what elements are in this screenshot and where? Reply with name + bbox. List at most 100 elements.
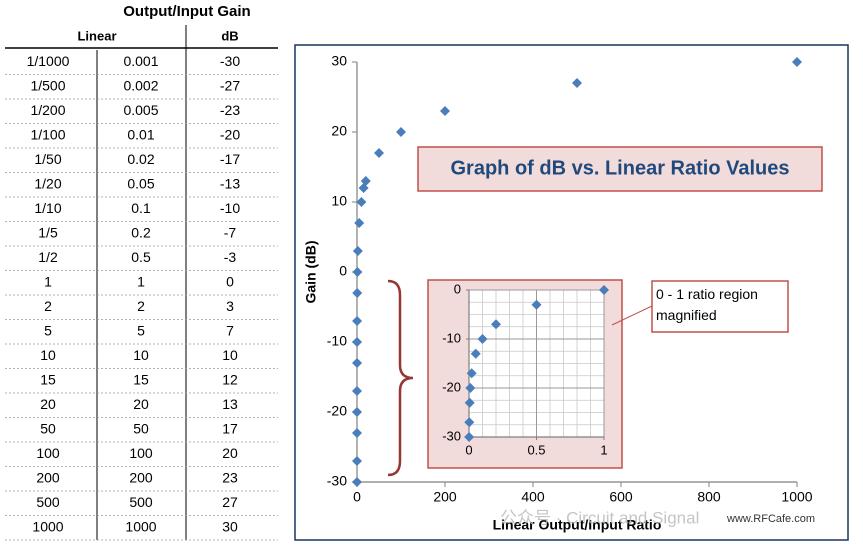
table-cell: 0.005 <box>123 102 158 118</box>
y-tick-label: -30 <box>442 428 461 443</box>
table-cell: 50 <box>133 420 149 436</box>
x-tick-label: 400 <box>521 489 545 505</box>
table-cell: -30 <box>220 53 240 69</box>
y-tick-label: -10 <box>327 333 347 349</box>
watermark: www.RFCafe.com <box>726 513 815 525</box>
point <box>352 428 363 438</box>
table-cell: 1/5 <box>38 224 58 240</box>
table-cell: 1/200 <box>30 102 65 118</box>
connector <box>611 305 653 326</box>
point <box>374 148 384 158</box>
annotation-wrap: 0 - 1 ratio region magnified <box>656 286 758 323</box>
point <box>464 432 475 442</box>
point <box>352 386 363 396</box>
point <box>572 78 582 88</box>
table-cell: 1/100 <box>30 126 65 142</box>
table-cell: 0.02 <box>127 151 154 167</box>
y-tick-label: 0 <box>454 281 461 296</box>
x-tick-label: 200 <box>433 489 457 505</box>
point <box>352 288 363 298</box>
table-cell: -7 <box>224 224 237 240</box>
table-cell: 1/20 <box>34 175 61 191</box>
x-axis-label: Linear Output/Input Ratio <box>493 517 662 533</box>
table-cell: 17 <box>222 420 238 436</box>
y-tick-label: 30 <box>331 53 347 69</box>
point <box>354 218 365 228</box>
table-cell: 13 <box>222 396 238 412</box>
point <box>477 334 488 344</box>
table-cell: -10 <box>220 200 240 216</box>
watermark: 公众号 · Circuit and Signal <box>500 508 699 527</box>
point <box>470 348 481 359</box>
table-cell: 2 <box>44 298 52 314</box>
point <box>352 246 363 256</box>
table-cell: 0.2 <box>131 224 151 240</box>
table-cell: 5 <box>137 322 145 338</box>
table-cell: 500 <box>36 494 60 510</box>
table-cell: 100 <box>129 445 153 461</box>
table-cell: 20 <box>222 445 238 461</box>
annotation: 0 - 1 ratio region magnified <box>656 286 758 323</box>
table-cell: -3 <box>224 249 237 265</box>
y-tick-label: 10 <box>331 193 347 209</box>
table-title: Output/Input Gain <box>123 3 250 20</box>
table-cell: 1 <box>137 273 145 289</box>
table-cell: 10 <box>222 347 238 363</box>
point <box>531 299 542 310</box>
table-cell: 10 <box>40 347 56 363</box>
table-cell: 1000 <box>32 518 63 534</box>
table-cell: 27 <box>222 494 238 510</box>
point <box>599 285 609 295</box>
table-cell: 0 <box>226 273 234 289</box>
table-cell: 1/50 <box>34 151 61 167</box>
y-tick-label: 20 <box>331 123 347 139</box>
table-cell: -17 <box>220 151 240 167</box>
point <box>352 407 363 417</box>
point <box>356 197 367 207</box>
table-cell: 0.002 <box>123 77 158 93</box>
x-tick-label: 1000 <box>781 489 812 505</box>
table-cell: 200 <box>129 469 153 485</box>
table-cell: 5 <box>44 322 52 338</box>
point <box>491 319 501 330</box>
table-cell: 10 <box>133 347 149 363</box>
point <box>792 57 802 67</box>
x-tick-label: 0 <box>465 442 472 457</box>
table-cell: 2 <box>137 298 145 314</box>
x-tick-label: 800 <box>697 489 721 505</box>
table-cell: -27 <box>220 77 240 93</box>
point <box>396 127 406 137</box>
table-header: Linear <box>77 28 116 43</box>
y-tick-label: 0 <box>339 263 347 279</box>
point <box>352 337 363 347</box>
x-tick-label: 0 <box>353 489 361 505</box>
x-tick-label: 600 <box>609 489 633 505</box>
table-cell: -23 <box>220 102 240 118</box>
chart-title: Graph of dB vs. Linear Ratio Values <box>451 157 790 179</box>
annotation-box <box>651 280 789 333</box>
table-cell: 0.05 <box>127 175 154 191</box>
point <box>464 417 475 428</box>
table-cell: 0.5 <box>131 249 151 265</box>
brace <box>387 279 414 477</box>
point <box>352 456 363 466</box>
table-cell: 50 <box>40 420 56 436</box>
table-cell: 30 <box>222 518 238 534</box>
y-axis-label: Gain (dB) <box>303 241 319 304</box>
point <box>464 397 475 408</box>
table-cell: 1 <box>44 273 52 289</box>
table-cell: 0.001 <box>123 53 158 69</box>
table-cell: 1/500 <box>30 77 65 93</box>
table-cell: -20 <box>220 126 240 142</box>
table-cell: 23 <box>222 469 238 485</box>
point <box>440 106 450 116</box>
table-cell: 3 <box>226 298 234 314</box>
y-tick-label: -30 <box>327 473 347 489</box>
table-cell: 1/10 <box>34 200 61 216</box>
table-cell: 15 <box>40 371 56 387</box>
point <box>360 176 371 186</box>
y-tick-label: -20 <box>327 403 347 419</box>
table-header: dB <box>221 28 238 43</box>
table-cell: 12 <box>222 371 238 387</box>
